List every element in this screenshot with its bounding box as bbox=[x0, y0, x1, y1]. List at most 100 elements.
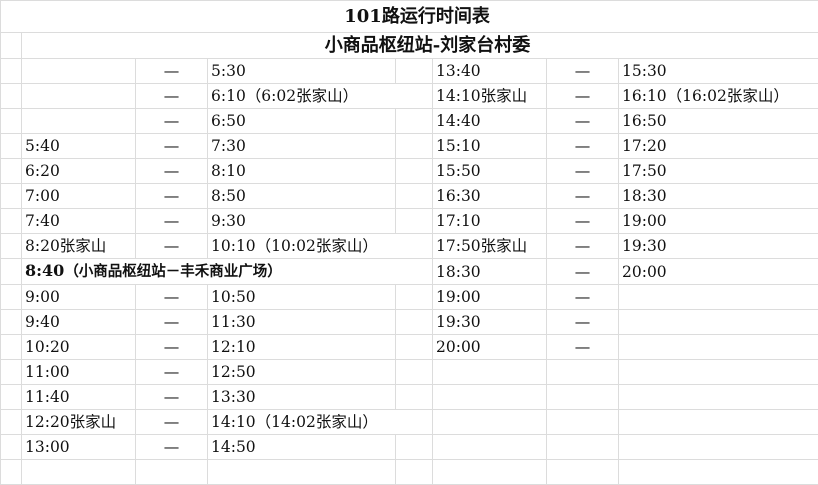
dash-cell[interactable] bbox=[547, 360, 619, 385]
dash-cell[interactable]: — bbox=[136, 159, 208, 184]
dash-cell[interactable]: — bbox=[547, 335, 619, 360]
departure-time[interactable]: 16:10（16:02张家山） bbox=[619, 84, 818, 109]
departure-time[interactable]: 7:30 bbox=[208, 134, 396, 159]
dash-cell[interactable] bbox=[547, 460, 619, 485]
departure-time[interactable]: 17:50 bbox=[619, 159, 818, 184]
departure-time[interactable]: 15:30 bbox=[619, 59, 818, 84]
cell[interactable] bbox=[1, 159, 22, 184]
dash-cell[interactable]: — bbox=[136, 184, 208, 209]
cell[interactable] bbox=[396, 360, 433, 385]
departure-time[interactable]: 8:50 bbox=[208, 184, 396, 209]
departure-time[interactable] bbox=[619, 335, 818, 360]
departure-time[interactable]: 19:00 bbox=[619, 209, 818, 234]
departure-time[interactable]: 16:30 bbox=[433, 184, 547, 209]
dash-cell[interactable]: — bbox=[547, 109, 619, 134]
departure-time[interactable]: 11:30 bbox=[208, 310, 396, 335]
cell[interactable] bbox=[396, 335, 433, 360]
departure-time[interactable]: 17:50张家山 bbox=[433, 234, 547, 259]
departure-time[interactable]: 13:00 bbox=[22, 435, 136, 460]
cell[interactable] bbox=[1, 84, 22, 109]
dash-cell[interactable]: — bbox=[136, 134, 208, 159]
dash-cell[interactable]: — bbox=[136, 310, 208, 335]
dash-cell[interactable]: — bbox=[136, 435, 208, 460]
dash-cell[interactable]: — bbox=[136, 410, 208, 435]
departure-time[interactable]: 17:20 bbox=[619, 134, 818, 159]
sheet-title[interactable]: 101路运行时间表 bbox=[1, 1, 818, 33]
dash-cell[interactable]: — bbox=[547, 84, 619, 109]
departure-time[interactable]: 20:00 bbox=[433, 335, 547, 360]
departure-time[interactable]: 15:10 bbox=[433, 134, 547, 159]
cell[interactable] bbox=[396, 109, 433, 134]
cell[interactable] bbox=[396, 209, 433, 234]
cell[interactable] bbox=[1, 134, 22, 159]
dash-cell[interactable]: — bbox=[547, 159, 619, 184]
dash-cell[interactable]: — bbox=[547, 59, 619, 84]
cell[interactable] bbox=[1, 460, 22, 485]
departure-time[interactable]: 7:00 bbox=[22, 184, 136, 209]
departure-time[interactable] bbox=[619, 310, 818, 335]
cell[interactable] bbox=[396, 435, 433, 460]
special-trip-cell[interactable]: 8:40（小商品枢纽站－丰禾商业广场） bbox=[22, 259, 433, 285]
dash-cell[interactable] bbox=[547, 435, 619, 460]
departure-time[interactable]: 16:50 bbox=[619, 109, 818, 134]
departure-time[interactable]: 11:40 bbox=[22, 385, 136, 410]
departure-time[interactable]: 9:00 bbox=[22, 285, 136, 310]
departure-time[interactable]: 13:40 bbox=[433, 59, 547, 84]
cell[interactable] bbox=[1, 259, 22, 285]
dash-cell[interactable]: — bbox=[136, 84, 208, 109]
departure-time[interactable] bbox=[619, 410, 818, 435]
departure-time[interactable]: 19:30 bbox=[433, 310, 547, 335]
dash-cell[interactable]: — bbox=[136, 360, 208, 385]
dash-cell[interactable] bbox=[547, 410, 619, 435]
departure-time[interactable] bbox=[433, 360, 547, 385]
departure-time[interactable]: 14:10张家山 bbox=[433, 84, 547, 109]
departure-time[interactable]: 10:10（10:02张家山） bbox=[208, 234, 433, 259]
departure-time[interactable]: 18:30 bbox=[433, 259, 547, 285]
departure-time[interactable] bbox=[433, 410, 547, 435]
dash-cell[interactable]: — bbox=[136, 385, 208, 410]
departure-time[interactable]: 13:30 bbox=[208, 385, 396, 410]
cell[interactable] bbox=[396, 59, 433, 84]
dash-cell[interactable] bbox=[136, 460, 208, 485]
departure-time[interactable] bbox=[22, 59, 136, 84]
departure-time[interactable] bbox=[619, 460, 818, 485]
departure-time[interactable]: 14:50 bbox=[208, 435, 396, 460]
departure-time[interactable]: 20:00 bbox=[619, 259, 818, 285]
departure-time[interactable]: 9:30 bbox=[208, 209, 396, 234]
cell[interactable] bbox=[396, 184, 433, 209]
cell[interactable] bbox=[1, 310, 22, 335]
dash-cell[interactable]: — bbox=[547, 134, 619, 159]
dash-cell[interactable]: — bbox=[547, 209, 619, 234]
cell[interactable] bbox=[1, 109, 22, 134]
cell[interactable] bbox=[396, 310, 433, 335]
departure-time[interactable]: 11:00 bbox=[22, 360, 136, 385]
departure-time[interactable]: 12:10 bbox=[208, 335, 396, 360]
departure-time[interactable]: 10:50 bbox=[208, 285, 396, 310]
dash-cell[interactable]: — bbox=[547, 285, 619, 310]
departure-time[interactable]: 12:20张家山 bbox=[22, 410, 136, 435]
cell[interactable] bbox=[1, 33, 22, 59]
cell[interactable] bbox=[1, 385, 22, 410]
cell[interactable] bbox=[1, 285, 22, 310]
cell[interactable] bbox=[396, 159, 433, 184]
cell[interactable] bbox=[396, 385, 433, 410]
cell[interactable] bbox=[1, 209, 22, 234]
cell[interactable] bbox=[1, 59, 22, 84]
departure-time[interactable] bbox=[433, 460, 547, 485]
dash-cell[interactable]: — bbox=[136, 59, 208, 84]
departure-time[interactable] bbox=[433, 385, 547, 410]
departure-time[interactable] bbox=[22, 84, 136, 109]
departure-time[interactable]: 14:40 bbox=[433, 109, 547, 134]
departure-time[interactable] bbox=[433, 435, 547, 460]
cell[interactable] bbox=[1, 410, 22, 435]
departure-time[interactable] bbox=[22, 460, 136, 485]
departure-time[interactable]: 8:10 bbox=[208, 159, 396, 184]
dash-cell[interactable]: — bbox=[547, 259, 619, 285]
departure-time[interactable]: 6:20 bbox=[22, 159, 136, 184]
departure-time[interactable]: 19:30 bbox=[619, 234, 818, 259]
cell[interactable] bbox=[396, 460, 433, 485]
departure-time[interactable]: 8:20张家山 bbox=[22, 234, 136, 259]
departure-time[interactable]: 15:50 bbox=[433, 159, 547, 184]
cell[interactable] bbox=[396, 134, 433, 159]
dash-cell[interactable]: — bbox=[547, 234, 619, 259]
